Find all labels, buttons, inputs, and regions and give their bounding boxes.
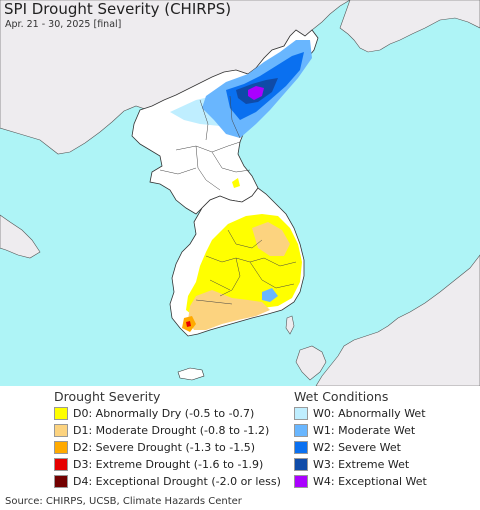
map-subtitle: Apr. 21 - 30, 2025 [final] bbox=[5, 19, 122, 30]
d3-swatch bbox=[54, 457, 68, 471]
japan-honshu bbox=[315, 254, 480, 386]
legend-item-w4: W4: Exceptional Wet bbox=[294, 473, 427, 489]
legend-item-w3: W3: Extreme Wet bbox=[294, 456, 409, 472]
w0-swatch bbox=[294, 406, 308, 420]
legend-label-w2: W2: Severe Wet bbox=[313, 440, 401, 454]
d4-swatch bbox=[54, 474, 68, 488]
map-title: SPI Drought Severity (CHIRPS) bbox=[4, 0, 232, 18]
w1-swatch bbox=[294, 423, 308, 437]
legend-label-w0: W0: Abnormally Wet bbox=[313, 406, 426, 420]
jeju-island bbox=[177, 367, 205, 381]
d3-area bbox=[186, 321, 191, 327]
source-credit: Source: CHIRPS, UCSB, Climate Hazards Ce… bbox=[5, 496, 242, 507]
legend-item-d4: D4: Exceptional Drought (-2.0 or less) bbox=[54, 473, 281, 489]
japan-kyushu bbox=[295, 345, 327, 381]
legend-label-d0: D0: Abnormally Dry (-0.5 to -0.7) bbox=[73, 406, 255, 420]
w4-swatch bbox=[294, 474, 308, 488]
d1-area-south bbox=[188, 290, 270, 330]
russia-land bbox=[339, 0, 480, 53]
drought-legend-heading: Drought Severity bbox=[54, 389, 161, 404]
w3-swatch bbox=[294, 457, 308, 471]
legend-item-d2: D2: Severe Drought (-1.3 to -1.5) bbox=[54, 439, 255, 455]
legend-item-d1: D1: Moderate Drought (-0.8 to -1.2) bbox=[54, 422, 269, 438]
wet-areas bbox=[170, 40, 312, 138]
w1-patch-south bbox=[262, 288, 278, 302]
legend-item-w2: W2: Severe Wet bbox=[294, 439, 401, 455]
map-canvas bbox=[0, 0, 480, 386]
legend-item-d3: D3: Extreme Drought (-1.6 to -1.9) bbox=[54, 456, 263, 472]
drought-areas bbox=[182, 178, 302, 332]
w2-swatch bbox=[294, 440, 308, 454]
legend-label-w1: W1: Moderate Wet bbox=[313, 423, 416, 437]
china-land-southwest bbox=[0, 214, 41, 259]
d1-area bbox=[252, 222, 290, 256]
legend-label-d1: D1: Moderate Drought (-0.8 to -1.2) bbox=[73, 423, 270, 437]
legend-item-w1: W1: Moderate Wet bbox=[294, 422, 415, 438]
d2-swatch bbox=[54, 440, 68, 454]
d1-swatch bbox=[54, 423, 68, 437]
legend-label-w3: W3: Extreme Wet bbox=[313, 457, 410, 471]
province-boundaries bbox=[159, 95, 297, 305]
d0-swatch bbox=[54, 406, 68, 420]
w4-area bbox=[248, 86, 264, 100]
legend-label-d2: D2: Severe Drought (-1.3 to -1.5) bbox=[73, 440, 256, 454]
legend-label-d3: D3: Extreme Drought (-1.6 to -1.9) bbox=[73, 457, 264, 471]
legend-label-w4: W4: Exceptional Wet bbox=[313, 474, 427, 488]
tsushima-island bbox=[285, 315, 295, 335]
legend-item-d0: D0: Abnormally Dry (-0.5 to -0.7) bbox=[54, 405, 254, 421]
d0-area-north bbox=[232, 178, 240, 188]
wet-legend-heading: Wet Conditions bbox=[294, 389, 389, 404]
legend-label-d4: D4: Exceptional Drought (-2.0 or less) bbox=[73, 474, 281, 488]
legend-item-w0: W0: Abnormally Wet bbox=[294, 405, 426, 421]
